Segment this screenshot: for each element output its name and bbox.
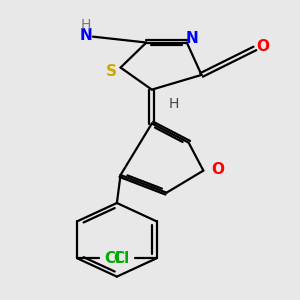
Text: O: O	[256, 39, 269, 54]
Text: H: H	[80, 18, 91, 32]
Text: S: S	[106, 64, 117, 79]
Text: Cl: Cl	[114, 251, 130, 266]
Text: Cl: Cl	[104, 251, 120, 266]
Text: O: O	[211, 162, 224, 177]
Text: N: N	[79, 28, 92, 43]
Text: H: H	[169, 97, 179, 111]
Text: N: N	[186, 31, 199, 46]
